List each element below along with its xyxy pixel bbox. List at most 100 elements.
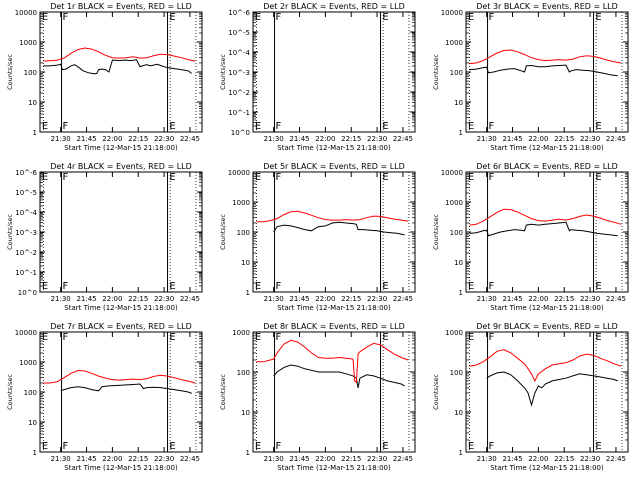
x-tick-label: 22:15 [341,455,361,463]
series-lld-line [469,49,622,65]
y-tick-label: 1000 [445,199,463,207]
x-tick-label: 21:45 [502,135,522,143]
chart-title: Det 9r BLACK = Events, RED = LLD [476,322,618,331]
x-tick-label: 22:15 [554,295,574,303]
x-tick-label: 22:30 [367,295,387,303]
x-tick-label: 22:45 [180,295,200,303]
y-tick-label: 1 [459,289,463,297]
x-tick-label: 22:00 [102,295,122,303]
event-marker-bottom: E [42,441,48,452]
y-tick-label: 1 [459,129,463,137]
event-marker-bottom: E [595,441,601,452]
series-lld-line [256,339,409,384]
chart-panel-3: Det 3r BLACK = Events, RED = LLD Counts/s… [432,2,629,152]
series-events-line [60,383,192,394]
chart-panel-5: Det 5r BLACK = Events, RED = LLD Counts/s… [219,162,416,312]
x-tick-label: 21:45 [502,295,522,303]
y-tick-label: 1000 [19,359,37,367]
y-tick-label: 10^-5 [228,29,250,37]
plot-frame [252,11,416,133]
event-marker-bottom: E [169,121,175,132]
x-tick-label: 21:45 [76,455,96,463]
event-marker-top: E [42,12,48,23]
event-marker-top: F [489,172,495,183]
y-tick-label: 10 [454,259,463,267]
chart-title: Det 4r BLACK = Events, RED = LLD [50,162,192,171]
event-marker-bottom: E [468,441,474,452]
chart-title: Det 7r BLACK = Events, RED = LLD [50,322,192,331]
x-tick-label: 21:30 [477,295,497,303]
x-tick-label: 22:15 [554,135,574,143]
y-tick-label: 100 [450,369,463,377]
chart-title: Det 2r BLACK = Events, RED = LLD [263,2,405,11]
series-events-line [273,221,405,236]
y-tick-label: 10000 [441,169,463,177]
event-marker-bottom: E [169,441,175,452]
x-axis-label: Start Time (12-Mar-15 21:18:00) [64,144,178,152]
x-axis-label: Start Time (12-Mar-15 21:18:00) [277,304,391,312]
x-axis-label: Start Time (12-Mar-15 21:18:00) [64,464,178,472]
y-tick-label: 1 [246,449,250,457]
y-tick-label: 100 [24,389,37,397]
x-tick-label: 22:30 [367,455,387,463]
event-marker-top: E [468,12,474,23]
series-lld-line [43,47,196,62]
event-marker-bottom: E [169,281,175,292]
y-axis-label: Counts/sec [432,214,440,250]
y-tick-label: 10 [28,99,37,107]
event-marker-top: E [42,172,48,183]
event-marker-bottom: F [489,281,495,292]
x-tick-label: 21:45 [289,295,309,303]
y-tick-label: 10000 [15,9,37,17]
x-tick-label: 22:30 [367,135,387,143]
x-tick-label: 21:45 [76,295,96,303]
y-axis-label: Counts/sec [6,54,14,90]
y-tick-label: 10^-3 [15,229,37,237]
y-tick-label: 10^0 [18,289,37,297]
x-tick-label: 22:00 [315,135,335,143]
event-marker-top: F [276,12,282,23]
x-tick-label: 22:00 [102,455,122,463]
y-tick-label: 10^-1 [15,269,37,277]
x-tick-label: 21:45 [502,455,522,463]
x-tick-label: 22:15 [341,295,361,303]
chart-panel-6: Det 6r BLACK = Events, RED = LLD Counts/s… [432,162,629,312]
event-marker-top: E [169,172,175,183]
x-axis-label: Start Time (12-Mar-15 21:18:00) [490,464,604,472]
event-marker-bottom: F [489,441,495,452]
x-tick-label: 22:15 [341,135,361,143]
x-tick-label: 22:00 [315,295,335,303]
series-events-line [43,59,192,75]
y-tick-label: 10 [241,259,250,267]
x-tick-label: 22:45 [606,455,626,463]
event-marker-bottom: E [42,121,48,132]
y-tick-label: 10^-6 [15,169,37,177]
series-lld-line [43,369,196,384]
event-marker-top: F [276,172,282,183]
event-marker-top: F [489,332,495,343]
x-axis-label: Start Time (12-Mar-15 21:18:00) [490,304,604,312]
y-tick-label: 10000 [441,9,463,17]
event-marker-bottom: E [595,281,601,292]
y-tick-label: 10^-2 [228,89,250,97]
chart-title: Det 5r BLACK = Events, RED = LLD [263,162,405,171]
plot-frame [39,11,203,133]
x-tick-label: 22:30 [154,295,174,303]
y-tick-label: 1000 [19,39,37,47]
chart-panel-2: Det 2r BLACK = Events, RED = LLD Counts/s… [219,2,416,152]
y-tick-label: 100 [450,229,463,237]
event-marker-bottom: F [276,441,282,452]
chart-panel-7: Det 7r BLACK = Events, RED = LLD Counts/s… [6,322,203,472]
event-marker-top: E [255,332,261,343]
event-marker-top: E [595,12,601,23]
x-tick-label: 22:15 [128,295,148,303]
x-tick-label: 21:30 [264,135,284,143]
chart-panel-1: Det 1r BLACK = Events, RED = LLD Counts/s… [6,2,203,152]
event-marker-top: E [255,12,261,23]
y-axis-label: Counts/sec [219,54,227,90]
plot-frame [39,171,203,293]
y-tick-label: 10000 [228,169,250,177]
x-tick-label: 22:45 [180,455,200,463]
event-marker-top: E [382,332,388,343]
event-marker-top: E [595,172,601,183]
